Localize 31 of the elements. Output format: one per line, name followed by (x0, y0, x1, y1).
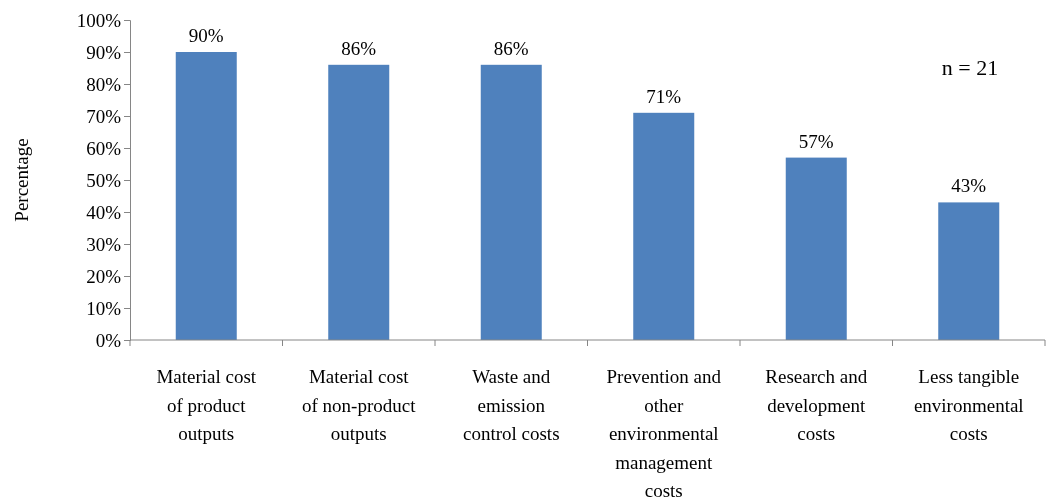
y-axis-title: Percentage (11, 138, 32, 222)
y-tick-label: 40% (86, 201, 122, 223)
y-tick-label: 80% (86, 73, 122, 95)
bar (328, 64, 390, 340)
y-tick-label: 100% (76, 9, 122, 31)
x-tick-label: Research and development costs (765, 366, 868, 444)
x-tick-label: Material cost of product outputs (156, 366, 257, 444)
y-tick-label: 30% (86, 233, 122, 255)
x-tick-label: Material cost of non-product outputs (302, 366, 417, 444)
y-tick-label: 0% (95, 329, 122, 351)
x-tick-label: Waste and emission control costs (462, 366, 560, 444)
data-label: 90% (188, 25, 224, 46)
y-tick-label: 10% (86, 297, 122, 319)
y-tick-label: 60% (86, 137, 122, 159)
data-label: 57% (798, 130, 834, 152)
annotation: n = 21 (941, 55, 999, 80)
data-label: 43% (951, 175, 987, 197)
y-tick-label: 70% (86, 105, 122, 127)
bar (175, 52, 237, 340)
bar (480, 64, 542, 340)
y-tick-label: 20% (86, 265, 122, 287)
y-tick-label: 90% (86, 41, 122, 63)
data-label: 86% (341, 37, 377, 59)
x-tick-label: Prevention and other environmental management costs (606, 366, 722, 501)
bar (938, 202, 1000, 340)
bar (785, 157, 847, 340)
y-tick-label: 50% (86, 169, 122, 191)
data-label: 86% (493, 37, 529, 59)
x-tick-label: Less tangible environmental costs (913, 366, 1024, 444)
data-label: 71% (646, 85, 682, 107)
bar (633, 112, 695, 340)
